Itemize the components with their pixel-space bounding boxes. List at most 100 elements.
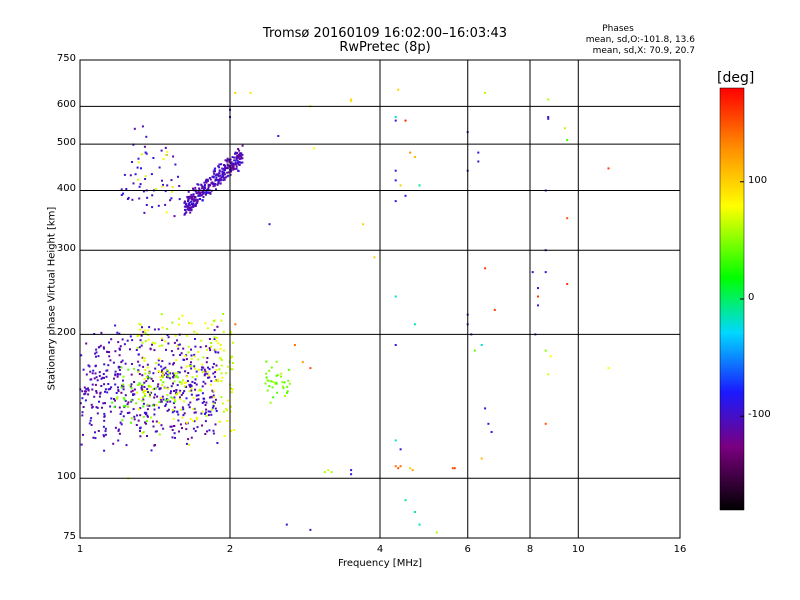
data-point xyxy=(217,351,220,354)
data-point xyxy=(183,205,186,208)
data-point xyxy=(122,415,125,418)
data-point xyxy=(120,361,123,364)
data-point xyxy=(199,198,202,200)
data-point xyxy=(139,435,142,438)
data-point xyxy=(194,430,197,433)
x-tick-label: 16 xyxy=(673,544,687,555)
data-point xyxy=(131,198,134,201)
data-point xyxy=(95,406,98,409)
data-point xyxy=(270,380,273,383)
data-point xyxy=(194,367,197,370)
data-point xyxy=(190,193,193,196)
data-point xyxy=(172,402,175,405)
data-point xyxy=(145,204,148,206)
data-point xyxy=(265,372,268,375)
data-point xyxy=(230,391,233,394)
data-point xyxy=(106,350,108,353)
data-point xyxy=(228,160,231,163)
data-point xyxy=(179,354,182,356)
data-point xyxy=(81,414,84,417)
data-point xyxy=(118,432,121,435)
data-point xyxy=(178,391,181,394)
data-point xyxy=(104,402,106,405)
data-point xyxy=(203,397,206,400)
data-point xyxy=(237,170,240,172)
data-point xyxy=(201,401,204,404)
data-point xyxy=(158,357,161,360)
data-point xyxy=(221,376,224,379)
data-point xyxy=(140,153,143,156)
data-point xyxy=(227,365,229,368)
data-point xyxy=(209,383,212,386)
data-point xyxy=(147,384,150,387)
data-point xyxy=(152,341,154,344)
data-point xyxy=(234,151,237,154)
data-point xyxy=(164,190,167,193)
data-point xyxy=(200,187,203,190)
data-point xyxy=(144,372,147,375)
data-point xyxy=(139,339,142,342)
data-point xyxy=(100,385,103,387)
data-point xyxy=(90,378,93,381)
data-point xyxy=(607,367,610,370)
data-point xyxy=(94,364,97,367)
data-point xyxy=(213,172,216,175)
data-point xyxy=(176,410,179,413)
data-point xyxy=(277,135,280,137)
data-point xyxy=(286,390,289,393)
data-point xyxy=(195,416,198,419)
data-point xyxy=(160,379,162,382)
data-point xyxy=(180,393,183,396)
data-point xyxy=(206,348,209,351)
data-point xyxy=(206,372,209,375)
data-point xyxy=(108,351,111,354)
data-point xyxy=(128,384,131,387)
data-point xyxy=(268,369,271,372)
data-point xyxy=(82,368,85,371)
data-point xyxy=(212,405,215,407)
data-point xyxy=(123,173,126,176)
data-point xyxy=(394,200,397,203)
data-point xyxy=(230,405,232,408)
data-point xyxy=(272,396,275,399)
data-point xyxy=(394,465,397,468)
data-point xyxy=(126,198,129,200)
data-point xyxy=(104,433,107,436)
data-point xyxy=(220,176,223,179)
data-point xyxy=(161,337,164,340)
data-point xyxy=(232,165,235,168)
data-point xyxy=(484,407,487,410)
data-point xyxy=(394,169,397,172)
data-point xyxy=(161,185,164,188)
data-point xyxy=(190,384,193,387)
data-point xyxy=(142,190,145,193)
data-point xyxy=(141,396,144,399)
data-point xyxy=(146,403,149,406)
data-point xyxy=(213,336,216,339)
data-point xyxy=(129,348,131,351)
data-point xyxy=(199,191,202,194)
data-point xyxy=(179,396,181,399)
data-point xyxy=(142,415,145,418)
data-point xyxy=(102,373,105,375)
data-point xyxy=(234,161,237,164)
data-point xyxy=(139,183,142,186)
data-point xyxy=(146,388,149,391)
data-point xyxy=(206,178,209,181)
data-point xyxy=(142,391,145,394)
data-point xyxy=(167,387,170,390)
data-point xyxy=(215,364,218,367)
data-point xyxy=(264,382,267,385)
data-point xyxy=(165,154,168,157)
data-point xyxy=(149,392,152,395)
data-point xyxy=(288,382,291,385)
data-point xyxy=(309,367,312,370)
data-point xyxy=(138,382,141,385)
data-point xyxy=(175,392,177,395)
data-point xyxy=(212,402,215,405)
data-point xyxy=(137,370,140,373)
data-point xyxy=(93,395,96,398)
data-point xyxy=(151,343,153,346)
data-point xyxy=(226,175,229,178)
data-point xyxy=(164,203,167,206)
